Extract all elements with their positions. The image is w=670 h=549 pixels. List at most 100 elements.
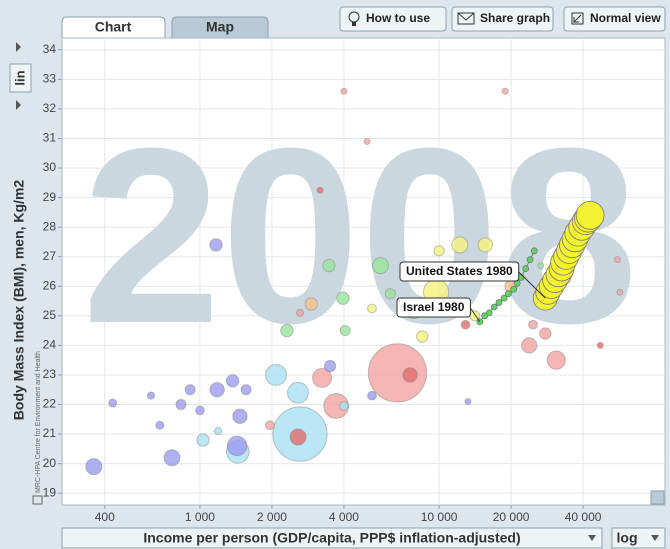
share-graph-button[interactable]: Share graph: [451, 6, 554, 32]
bubble: [289, 428, 307, 446]
bubble: [367, 303, 377, 314]
bubble: [226, 435, 248, 457]
bubble: [367, 390, 377, 401]
normal-view-button[interactable]: Normal view: [563, 6, 666, 32]
x-tick-label: 10 000: [421, 510, 458, 524]
bubble: [367, 343, 428, 403]
button-label[interactable]: Share graph: [480, 11, 550, 25]
bubble: [316, 186, 324, 194]
bubble: [501, 87, 509, 95]
bubble: [537, 262, 545, 270]
bubble: [280, 323, 294, 338]
bubble: [416, 330, 429, 343]
trail-bubble: [505, 290, 512, 298]
y-tick-label: 28: [43, 219, 57, 233]
bubble: [155, 420, 165, 430]
trail-bubble: [510, 285, 518, 293]
y-tick-label: 29: [43, 190, 57, 204]
trail-bubble: [526, 256, 534, 264]
trail-labels: United States 1980 Israel 1980: [396, 261, 546, 323]
bubble: [433, 245, 445, 257]
grid: [58, 38, 665, 509]
trail-bubble: [530, 247, 538, 255]
y-axis-label: Body Mass Index (BMI), men, Kg/m2: [11, 180, 27, 421]
x-tick-label: 40 000: [565, 510, 602, 524]
bubble: [184, 384, 196, 396]
y-tick-label: 19: [43, 485, 57, 499]
bubble: [195, 405, 205, 416]
bubble: [304, 297, 318, 311]
bubble: [539, 327, 552, 340]
bubble: [175, 398, 187, 411]
y-tick-label: 23: [43, 367, 57, 381]
bubble: [209, 382, 225, 398]
x-tick-label: 1 000: [185, 510, 215, 524]
y-scale-selector[interactable]: lin: [9, 42, 32, 110]
bubble: [225, 374, 240, 388]
bubble: [477, 237, 493, 253]
y-tick-label: 27: [43, 249, 57, 263]
source-note: MRC-HPA Centre for Environment and Healt…: [35, 351, 42, 493]
y-tick-label: 30: [43, 160, 57, 174]
bubble: [213, 427, 223, 436]
tab-label[interactable]: Chart: [95, 19, 132, 35]
trail-bubble: [490, 303, 498, 311]
trail-bubble: [495, 299, 503, 306]
button-label[interactable]: Normal view: [590, 11, 661, 25]
bubble: [616, 288, 624, 296]
y-tick-label: 21: [43, 426, 57, 440]
tab-chart[interactable]: Chart: [61, 16, 166, 39]
bubble: [460, 319, 471, 330]
button-label[interactable]: How to use: [366, 11, 430, 25]
trail-label: Israel 1980: [403, 300, 465, 314]
bubble: [312, 367, 333, 388]
bubble: [265, 364, 287, 386]
trail-label-leader: [518, 271, 546, 299]
bubble: [451, 236, 469, 254]
x-tick-label: 20 000: [493, 510, 530, 524]
bubble: [287, 381, 309, 404]
bubble: [196, 433, 210, 447]
x-axis-label[interactable]: Income per person (GDP/capita, PPP$ infl…: [143, 530, 520, 546]
bubble: [340, 87, 348, 95]
resize-icon[interactable]: [650, 490, 665, 505]
tab-map[interactable]: Map: [171, 16, 269, 39]
how-to-use-button[interactable]: How to use: [339, 6, 447, 32]
y-scale-label[interactable]: lin: [12, 70, 27, 85]
y-tick-label: 31: [43, 131, 57, 145]
bubble: [546, 350, 566, 370]
bubble: [85, 458, 103, 476]
tab-label[interactable]: Map: [206, 19, 234, 35]
y-tick-label: 20: [43, 456, 57, 470]
x-scale-label[interactable]: log: [617, 530, 638, 546]
x-tick-label: 4 000: [329, 510, 359, 524]
x-indicator-selector[interactable]: Income per person (GDP/capita, PPP$ infl…: [61, 527, 603, 549]
trail-label: United States 1980: [406, 264, 513, 278]
bubble: [528, 319, 538, 330]
trail-bubble: [485, 309, 493, 317]
trail-label-box: [396, 297, 471, 318]
bubbles: [85, 87, 624, 476]
bubble: [339, 401, 349, 411]
y-tick-label: 34: [43, 42, 57, 56]
bubble: [240, 384, 252, 396]
y-tick-label: 32: [43, 101, 57, 115]
x-scale-selector[interactable]: log: [611, 527, 666, 549]
bubble: [339, 325, 351, 337]
bubble: [163, 449, 181, 467]
trail-label-leader: [469, 307, 481, 323]
data-icon[interactable]: [32, 495, 43, 505]
bubble: [402, 367, 418, 383]
bubble: [108, 398, 118, 408]
y-tick-label: 22: [43, 397, 57, 411]
trail-bubble: [500, 294, 508, 302]
bubble: [613, 256, 621, 264]
y-tick-label: 26: [43, 278, 57, 292]
x-tick-label: 2 000: [257, 510, 287, 524]
bubble: [322, 258, 336, 273]
bubble: [146, 391, 156, 400]
bubble: [323, 359, 337, 373]
bubble: [264, 420, 275, 431]
